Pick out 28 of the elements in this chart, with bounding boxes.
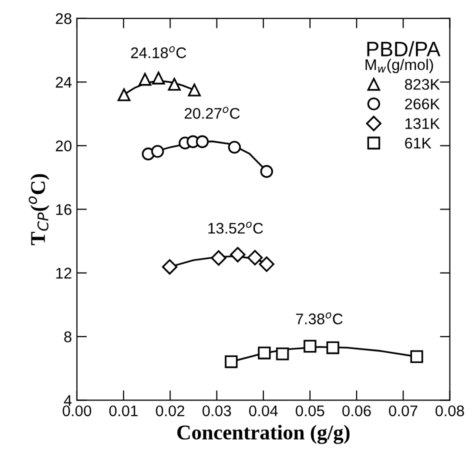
x-tick-label: 0.07 — [388, 405, 418, 416]
y-tick-label: 24 — [56, 76, 72, 88]
legend-title: M$_{w}$(g/mol) — [366, 58, 434, 74]
x-tick-label: 0.04 — [249, 405, 278, 416]
x-tick-label: 0.05 — [296, 405, 324, 416]
x-tick-label: 0.08 — [436, 405, 464, 416]
x-tick-label: 0.00 — [62, 405, 92, 416]
annotation: 24.18$^{o}$C — [131, 46, 186, 58]
annotation: 13.52$^{o}$C — [208, 222, 264, 234]
y-tick-label: 4 — [64, 395, 72, 406]
legend-label: 61K — [405, 138, 432, 149]
x-tick-label: 0.03 — [202, 405, 231, 416]
y-axis-title: T$_{CP}$($^{o}$C) — [28, 174, 50, 246]
y-tick-label: 28 — [56, 13, 72, 24]
x-tick-label: 0.06 — [342, 405, 371, 416]
annotation: 7.38$^{o}$C — [296, 312, 343, 324]
legend-label: 823K — [404, 78, 440, 90]
x-axis-title: Concentration (g/g) — [177, 424, 350, 444]
legend-label: 131K — [405, 118, 440, 129]
y-tick-label: 12 — [56, 268, 72, 278]
y-tick-label: 20 — [56, 140, 72, 152]
x-tick-label: 0.01 — [109, 405, 138, 416]
y-tick-label: 8 — [64, 331, 72, 342]
annotation: 20.27$^{o}$C — [184, 106, 240, 119]
legend-label: 266K — [405, 98, 440, 110]
y-tick-label: 16 — [56, 204, 72, 215]
x-tick-label: 0.02 — [156, 405, 184, 416]
annotation: PBD/PA — [367, 41, 440, 56]
